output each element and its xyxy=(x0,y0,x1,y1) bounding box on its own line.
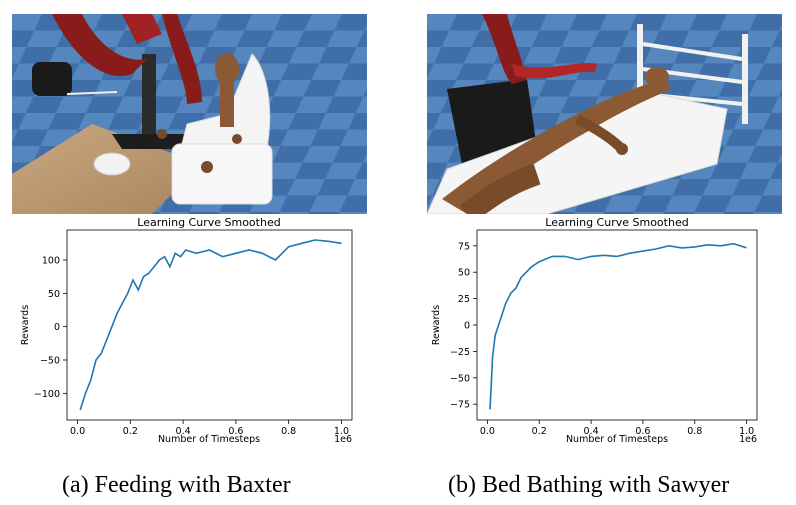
chart-b-xlabel: Number of Timesteps xyxy=(566,434,668,445)
chart-a-xtick-label: 0.8 xyxy=(281,426,296,437)
chart-b-ytick-label: 0 xyxy=(464,321,470,332)
chart-b-ytick-label: 75 xyxy=(458,241,470,252)
feeding-scene-image xyxy=(12,14,367,214)
chart-b-title: Learning Curve Smoothed xyxy=(545,216,688,229)
chart-a-title: Learning Curve Smoothed xyxy=(137,216,280,229)
bed-bathing-scene-image xyxy=(427,14,782,214)
chart-a-xtick-label: 0.6 xyxy=(228,426,243,437)
chart-b: Learning Curve Smoothed 0.0 0.2 0.4 0.6 0.8 1… xyxy=(431,216,758,445)
chart-a-xtick-label: 0.2 xyxy=(123,426,138,437)
chart-b-xtick-label: 0.4 xyxy=(584,426,599,437)
chart-b-ytick-label: 25 xyxy=(458,294,470,305)
chart-a-series-line xyxy=(79,239,342,411)
chart-b-frame xyxy=(476,229,758,421)
chart-b-ytick-label: −75 xyxy=(450,400,470,411)
chart-a-ytick-label: 50 xyxy=(48,289,60,300)
chart-a-ylabel: Rewards xyxy=(20,305,31,345)
chart-a-ytick-label: 100 xyxy=(42,256,60,267)
chart-b-xtick-label: 0.6 xyxy=(635,426,650,437)
robot-bed-bathing-scene-icon xyxy=(427,14,782,214)
chart-b-xtick-label: 0.8 xyxy=(687,426,702,437)
chart-a-xlabel: Number of Timesteps xyxy=(158,434,260,445)
caption-a: (a) Feeding with Baxter xyxy=(62,472,291,498)
chart-b-series-line xyxy=(489,242,747,410)
chart-b-ytick-label: 50 xyxy=(458,268,470,279)
caption-b: (b) Bed Bathing with Sawyer xyxy=(448,472,730,498)
chart-a-xtick-label: 0.4 xyxy=(176,426,191,437)
chart-a-x-offset-label: 1e6 xyxy=(334,434,352,445)
chart-a: Learning Curve Smoothed 0.0 0.2 0.4 0.6 0.8 1… xyxy=(20,216,353,445)
chart-b-ytick-label: −25 xyxy=(450,347,470,358)
chart-b-xtick-label: 1.0 xyxy=(739,426,754,437)
chart-b-xtick-label: 0.0 xyxy=(480,426,495,437)
chart-b-container: Learning Curve Smoothed 0.0 0.2 0.4 0.6 0.8 1… xyxy=(427,215,787,445)
chart-a-ytick-label: 0 xyxy=(54,322,60,333)
chart-b-ylabel: Rewards xyxy=(431,305,442,345)
robot-feeding-scene-icon xyxy=(12,14,367,214)
chart-a-container: Learning Curve Smoothed 0.0 0.2 0.4 0.6 0.8 1… xyxy=(12,215,372,445)
chart-a-xtick-label: 1.0 xyxy=(334,426,349,437)
chart-b-x-offset-label: 1e6 xyxy=(739,434,757,445)
chart-a-ytick-label: −50 xyxy=(40,356,60,367)
chart-b-xtick-label: 0.2 xyxy=(532,426,547,437)
chart-a-frame xyxy=(66,229,353,421)
chart-a-xtick-label: 0.0 xyxy=(70,426,85,437)
chart-b-ytick-label: −50 xyxy=(450,373,470,384)
chart-a-ytick-label: −100 xyxy=(34,389,60,400)
